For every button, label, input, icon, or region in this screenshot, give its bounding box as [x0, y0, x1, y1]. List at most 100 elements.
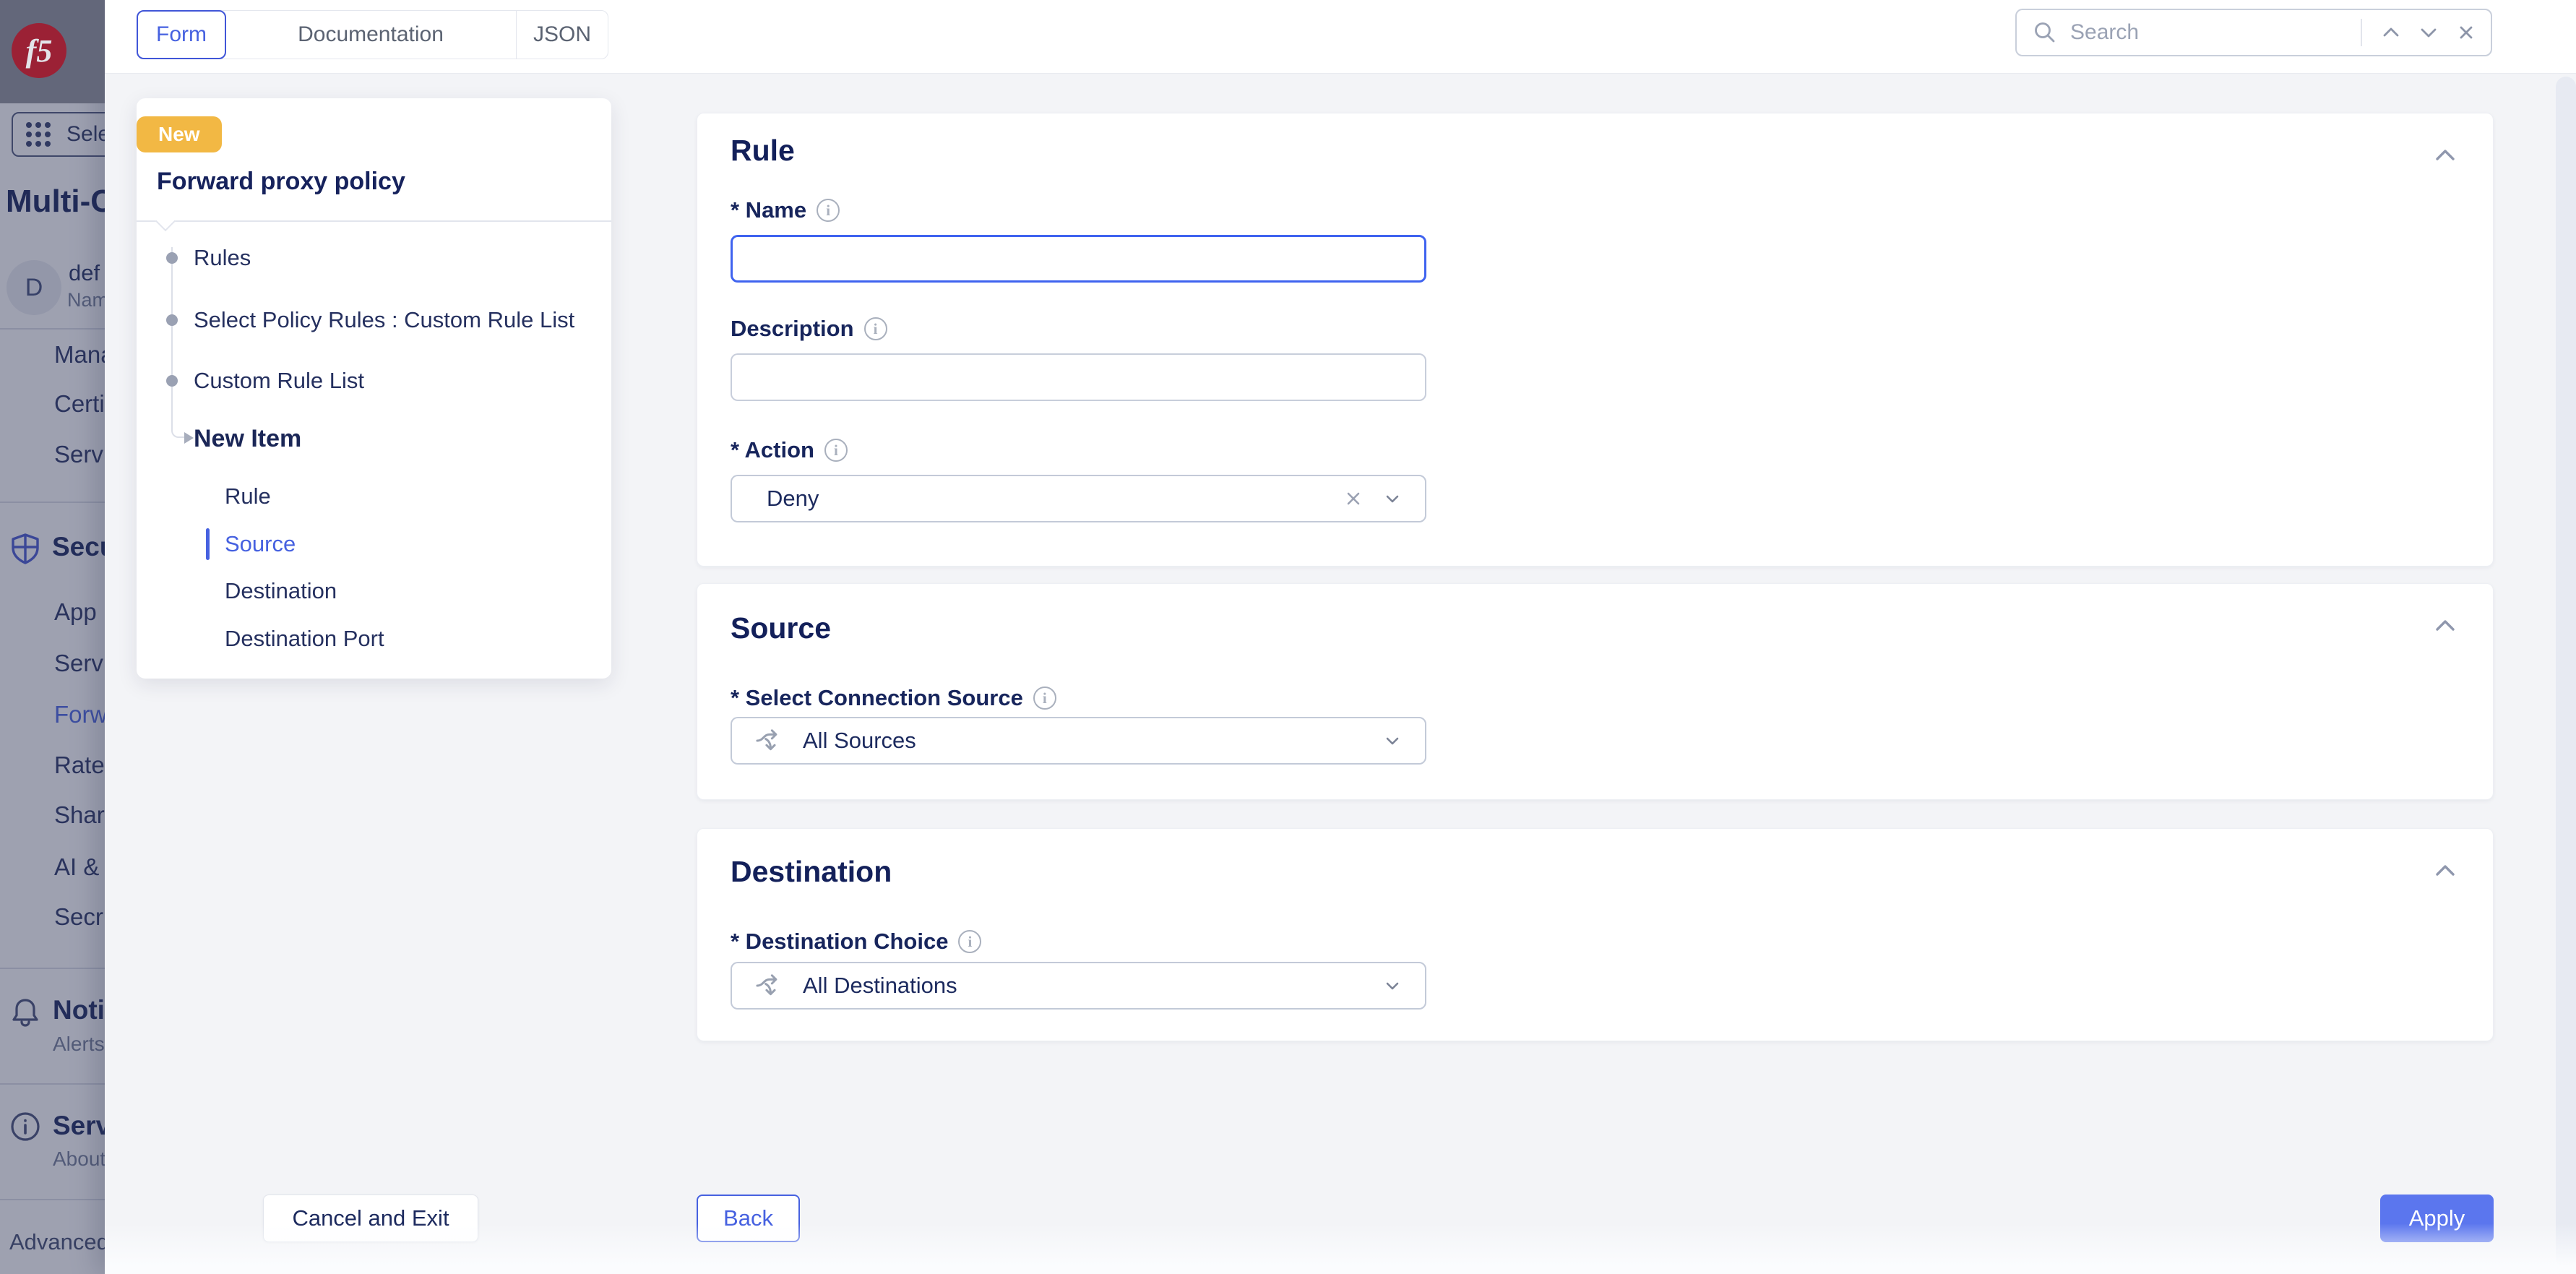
sidebar-item-services[interactable]: Servi: [54, 441, 105, 468]
modal-dim-overlay: [0, 0, 105, 1274]
drawer-title: Forward proxy policy: [157, 168, 405, 195]
section-title: Source: [731, 611, 831, 645]
info-icon[interactable]: i: [817, 199, 840, 222]
info-icon[interactable]: i: [863, 317, 887, 340]
left-nav-sidebar: Sele Multi-C D def Nam Mana Certi Servi …: [0, 0, 105, 1274]
destination-choice-select[interactable]: All Destinations: [731, 962, 1426, 1010]
sidebar-service-info-subtitle: About: [53, 1148, 105, 1170]
tree-expand-arrow-icon[interactable]: [184, 432, 194, 444]
tree-item-destination[interactable]: Destination: [225, 578, 337, 603]
route-icon: [754, 726, 784, 756]
section-destination: Destination * Destination Choice i All D…: [697, 828, 2494, 1041]
f5-logo[interactable]: f5: [0, 0, 105, 103]
divider: [137, 220, 611, 222]
tree-bullet: [166, 375, 178, 387]
tree-item-destination-port[interactable]: Destination Port: [225, 626, 384, 651]
tree-connector: [171, 423, 184, 438]
tree-item-source[interactable]: Source: [225, 531, 296, 556]
grid-icon: [26, 122, 51, 147]
bell-icon: [9, 996, 42, 1033]
sidebar-item-manage[interactable]: Mana: [54, 341, 105, 368]
search-prev-button[interactable]: [2372, 14, 2410, 51]
left-nav-content: Sele Multi-C D def Nam Mana Certi Servi …: [0, 0, 105, 1274]
sidebar-item-secrets[interactable]: Secr: [54, 903, 103, 930]
search-close-button[interactable]: [2447, 14, 2485, 51]
section-source: Source * Select Connection Source i All …: [697, 583, 2494, 800]
chevron-down-icon[interactable]: [1382, 975, 1403, 997]
sidebar-section-security[interactable]: Secu: [52, 532, 105, 561]
select-service-button[interactable]: Sele: [12, 112, 105, 157]
tree-item-custom-rule-list[interactable]: Custom Rule List: [194, 368, 365, 393]
section-title: Rule: [731, 134, 795, 167]
workspace-title: Multi-C: [6, 184, 105, 219]
search-input[interactable]: [2069, 20, 2351, 46]
back-button[interactable]: Back: [697, 1195, 800, 1242]
clear-icon[interactable]: [1343, 488, 1364, 509]
section-rule: Rule * Name i Description i * Action i D…: [697, 113, 2494, 567]
view-mode-tabs: Form Documentation JSON: [137, 10, 608, 59]
action-select-value: Deny: [767, 486, 819, 511]
divider: [0, 1199, 105, 1200]
active-item-bar: [206, 528, 210, 560]
new-badge: New: [137, 116, 222, 152]
info-icon[interactable]: i: [958, 930, 982, 953]
tab-json[interactable]: JSON: [516, 11, 608, 59]
sidebar-notifications-subtitle: Alerts: [53, 1033, 105, 1055]
info-icon[interactable]: i: [1033, 687, 1056, 710]
sidebar-section-notifications[interactable]: Noti: [53, 995, 105, 1025]
wizard-nav-panel: New Forward proxy policy Rules Select Po…: [137, 98, 611, 679]
sidebar-item-service-policies[interactable]: Servi: [54, 650, 105, 676]
sidebar-item-certificates[interactable]: Certi: [54, 390, 105, 417]
tree-item-select-policy-rules[interactable]: Select Policy Rules : Custom Rule List: [194, 307, 575, 332]
collapse-section-icon[interactable]: [2432, 613, 2458, 639]
divider: [0, 1083, 105, 1085]
divider: [2361, 19, 2362, 46]
collapse-section-icon[interactable]: [2432, 142, 2458, 168]
namespace-name[interactable]: def: [69, 260, 100, 285]
action-select[interactable]: Deny: [731, 475, 1426, 522]
tree-item-rules[interactable]: Rules: [194, 245, 251, 270]
destination-choice-label: * Destination Choice i: [731, 929, 982, 955]
connection-source-label: * Select Connection Source i: [731, 685, 1056, 711]
sidebar-item-forward-proxy[interactable]: Forw: [54, 701, 105, 728]
f5-logo-icon: f5: [12, 23, 66, 78]
connection-source-select[interactable]: All Sources: [731, 717, 1426, 765]
namespace-avatar: D: [7, 260, 61, 315]
description-label: Description i: [731, 316, 887, 342]
sidebar-item-rate-limiting[interactable]: Rate: [54, 752, 105, 778]
advanced-toggle[interactable]: Advanced: [9, 1229, 105, 1254]
scrollbar[interactable]: [2556, 77, 2576, 1267]
collapse-section-icon[interactable]: [2432, 858, 2458, 884]
action-label: * Action i: [731, 437, 848, 463]
description-input[interactable]: [731, 353, 1426, 401]
sidebar-item-ai[interactable]: AI &: [54, 853, 100, 880]
route-icon: [754, 970, 784, 1001]
tree-item-new-item[interactable]: New Item: [194, 424, 302, 452]
tab-documentation[interactable]: Documentation: [298, 22, 444, 46]
sidebar-item-shared[interactable]: Shar: [54, 801, 105, 828]
chevron-down-icon[interactable]: [1382, 730, 1403, 752]
sidebar-section-service-info[interactable]: Serv: [53, 1111, 105, 1140]
sidebar-item-app-firewall[interactable]: App: [54, 598, 97, 625]
name-input[interactable]: [731, 235, 1426, 283]
search-next-button[interactable]: [2410, 14, 2447, 51]
destination-choice-value: All Destinations: [803, 973, 957, 998]
divider: [0, 328, 105, 330]
apply-button[interactable]: Apply: [2380, 1195, 2494, 1242]
tree-bullet: [166, 314, 178, 326]
divider: [0, 968, 105, 969]
section-title: Destination: [731, 855, 892, 888]
shield-icon: [9, 532, 42, 569]
tab-form[interactable]: Form: [137, 10, 226, 59]
search-box: [2015, 9, 2492, 56]
collapse-notch-icon[interactable]: [155, 210, 176, 232]
divider: [0, 502, 105, 503]
cancel-and-exit-button[interactable]: Cancel and Exit: [263, 1195, 478, 1242]
select-service-label: Sele: [66, 122, 105, 146]
name-label: * Name i: [731, 197, 840, 223]
info-icon[interactable]: i: [824, 439, 848, 462]
tree-item-rule[interactable]: Rule: [225, 483, 271, 509]
info-circle-icon: [9, 1110, 42, 1147]
chevron-down-icon[interactable]: [1382, 488, 1403, 509]
